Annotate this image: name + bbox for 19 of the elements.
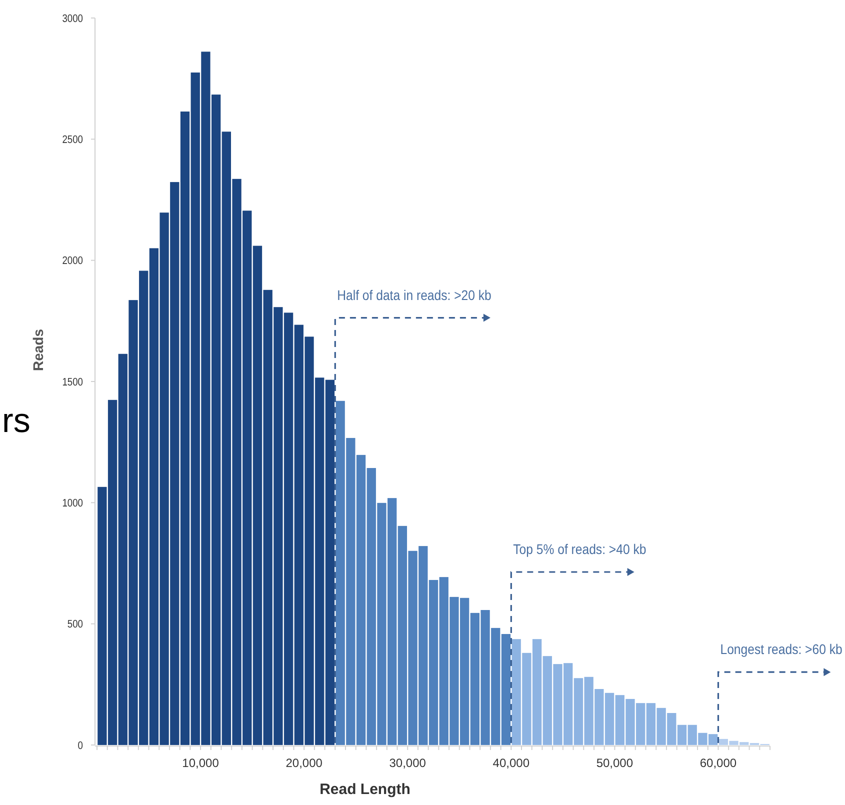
x-tick-label: 30,000 [389, 756, 426, 770]
x-tick-label: 50,000 [596, 756, 634, 770]
y-axis-title: Reads [30, 328, 46, 372]
x-tick-label: 40,000 [492, 756, 530, 770]
y-tick-label: 1500 [62, 376, 84, 389]
y-tick-label: 0 [78, 740, 84, 752]
y-tick-label: 500 [67, 619, 84, 631]
y-tick-label: 2000 [62, 256, 84, 268]
x-axis-title: Read Length [320, 781, 410, 798]
ref-line-label: Top 5% of reads: >40 kb [513, 541, 646, 558]
x-tick-label: 10,000 [182, 756, 220, 770]
y-tick-label: 2500 [62, 134, 84, 146]
text: rs [2, 402, 30, 440]
x-tick-label: 60,000 [700, 756, 737, 770]
y-tick-label: 3000 [62, 13, 84, 26]
x-tick-label: 20,000 [286, 756, 323, 770]
y-tick-label: 1000 [62, 498, 84, 510]
ref-line-label: Half of data in reads: >20 kb [337, 287, 492, 303]
ref-line-label: Longest reads: >60 kb [720, 641, 842, 658]
